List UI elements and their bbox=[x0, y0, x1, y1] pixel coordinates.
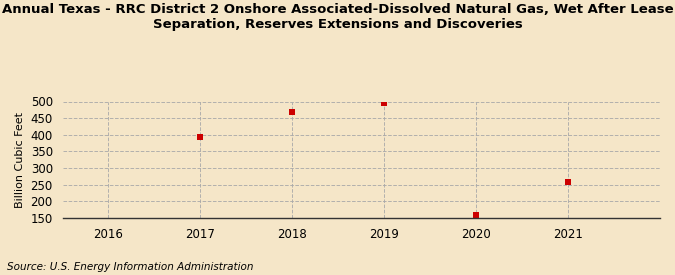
Text: Source: U.S. Energy Information Administration: Source: U.S. Energy Information Administ… bbox=[7, 262, 253, 272]
Y-axis label: Billion Cubic Feet: Billion Cubic Feet bbox=[15, 112, 25, 208]
Text: Annual Texas - RRC District 2 Onshore Associated-Dissolved Natural Gas, Wet Afte: Annual Texas - RRC District 2 Onshore As… bbox=[1, 3, 673, 31]
